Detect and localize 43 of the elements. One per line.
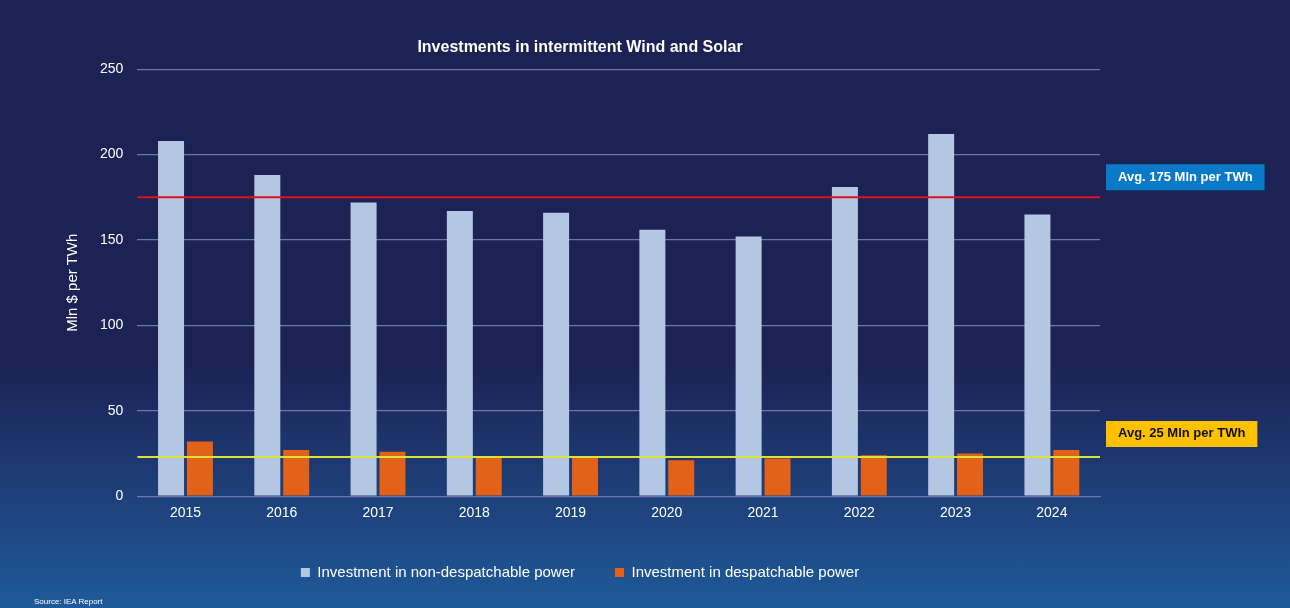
x-tick-label: 2020 xyxy=(651,504,683,521)
x-tick-label: 2017 xyxy=(362,504,394,521)
bar xyxy=(158,140,185,496)
bar xyxy=(957,453,984,496)
x-tick-label: 2015 xyxy=(169,504,202,521)
bar xyxy=(764,458,791,496)
bar xyxy=(1024,214,1051,496)
bar xyxy=(1053,450,1080,496)
chart-title: Investments in intermittent Wind and Solar xyxy=(417,38,743,56)
x-tick-label: 2019 xyxy=(554,504,587,521)
x-tick-label: 2016 xyxy=(266,504,298,521)
legend-label: Investment in despatchable power xyxy=(631,562,860,580)
bar xyxy=(831,187,858,496)
bar xyxy=(254,175,281,496)
y-axis-title: Mln $ per TWh xyxy=(63,233,81,332)
bar xyxy=(543,212,570,496)
x-tick-label: 2018 xyxy=(458,504,491,521)
bar xyxy=(928,134,955,496)
bar xyxy=(571,456,598,496)
bar xyxy=(186,441,213,496)
ref-line-label: Avg. 25 Mln per TWh xyxy=(1118,425,1246,441)
y-tick-label: 50 xyxy=(107,401,124,418)
source-note: Source: IEA Report xyxy=(34,597,104,606)
x-tick-label: 2024 xyxy=(1036,504,1068,521)
y-tick-label: 100 xyxy=(100,316,124,333)
bar xyxy=(283,450,310,496)
bar xyxy=(668,460,695,496)
bar xyxy=(475,456,502,496)
y-tick-label: 150 xyxy=(100,230,124,247)
bar xyxy=(860,455,887,496)
legend-label: Investment in non-despatchable power xyxy=(317,562,576,580)
bar xyxy=(735,236,762,496)
bar xyxy=(446,210,473,496)
x-tick-label: 2022 xyxy=(843,504,876,521)
x-tick-label: 2021 xyxy=(747,504,779,521)
y-tick-label: 200 xyxy=(100,145,124,162)
y-tick-label: 0 xyxy=(115,487,124,504)
bar xyxy=(639,229,666,496)
bar xyxy=(379,451,406,496)
y-tick-label: 250 xyxy=(100,60,124,77)
x-tick-label: 2023 xyxy=(940,504,972,521)
bar xyxy=(350,202,377,496)
ref-line-label: Avg. 175 Mln per TWh xyxy=(1118,168,1253,184)
